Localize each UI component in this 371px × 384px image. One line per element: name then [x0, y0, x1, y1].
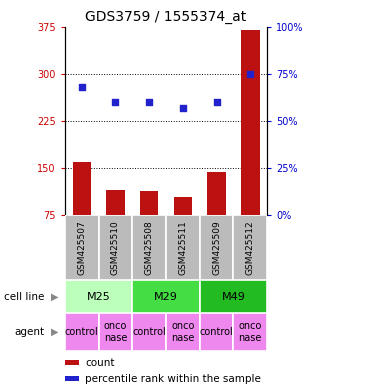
Point	[247, 71, 253, 77]
Bar	[132, 215, 166, 280]
Text: count: count	[85, 358, 115, 368]
Bar	[65, 215, 99, 280]
Point	[79, 84, 85, 90]
Text: GSM425507: GSM425507	[77, 220, 86, 275]
Text: onco
nase: onco nase	[239, 321, 262, 343]
Bar	[200, 280, 267, 313]
Point	[214, 99, 220, 105]
Text: GSM425508: GSM425508	[145, 220, 154, 275]
Bar	[233, 215, 267, 280]
Text: M25: M25	[87, 291, 111, 302]
Bar	[233, 313, 267, 351]
Text: agent: agent	[15, 327, 45, 337]
Bar	[200, 313, 233, 351]
Text: M29: M29	[154, 291, 178, 302]
Text: ▶: ▶	[51, 327, 59, 337]
Bar	[65, 313, 99, 351]
Bar	[132, 313, 166, 351]
Point	[112, 99, 118, 105]
Text: onco
nase: onco nase	[104, 321, 127, 343]
Text: control: control	[65, 327, 99, 337]
Bar	[166, 215, 200, 280]
Bar	[65, 376, 79, 381]
Bar	[106, 190, 125, 215]
Bar	[132, 280, 200, 313]
Text: ▶: ▶	[51, 291, 59, 302]
Title: GDS3759 / 1555374_at: GDS3759 / 1555374_at	[85, 10, 247, 25]
Text: GSM425511: GSM425511	[178, 220, 187, 275]
Bar	[166, 313, 200, 351]
Bar	[200, 215, 233, 280]
Text: control: control	[200, 327, 233, 337]
Bar	[65, 360, 79, 365]
Text: control: control	[132, 327, 166, 337]
Bar	[241, 30, 260, 215]
Bar	[99, 313, 132, 351]
Text: onco
nase: onco nase	[171, 321, 194, 343]
Text: M49: M49	[221, 291, 245, 302]
Text: GSM425510: GSM425510	[111, 220, 120, 275]
Bar	[72, 162, 91, 215]
Text: percentile rank within the sample: percentile rank within the sample	[85, 374, 261, 384]
Bar	[174, 197, 192, 215]
Bar	[99, 215, 132, 280]
Text: GSM425509: GSM425509	[212, 220, 221, 275]
Point	[180, 105, 186, 111]
Bar	[207, 172, 226, 215]
Text: GSM425512: GSM425512	[246, 220, 255, 275]
Bar	[140, 191, 158, 215]
Text: cell line: cell line	[4, 291, 44, 302]
Bar	[65, 280, 132, 313]
Point	[146, 99, 152, 105]
